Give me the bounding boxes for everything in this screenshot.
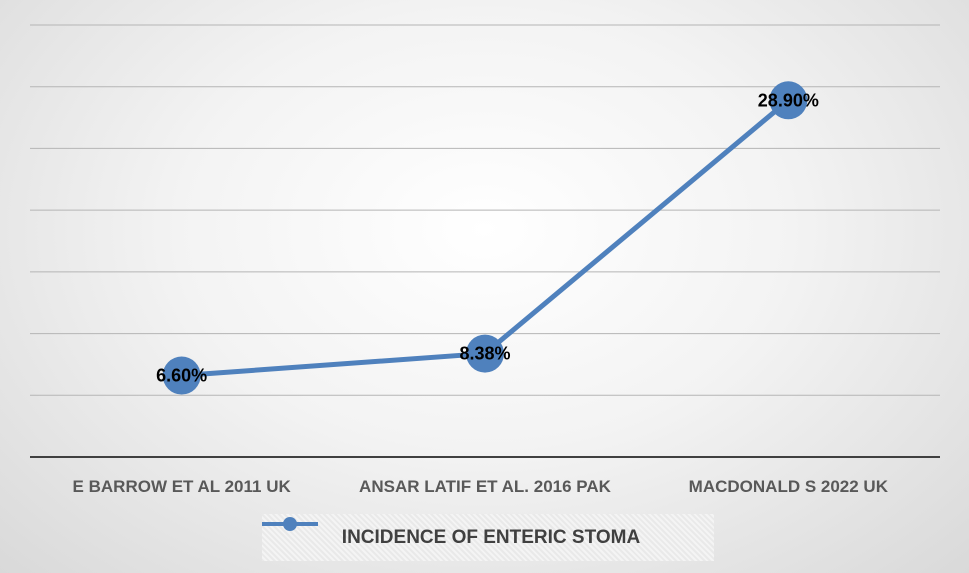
data-label: 8.38% <box>459 344 510 364</box>
data-point <box>162 356 201 395</box>
data-point <box>466 334 504 373</box>
x-tick-label: ANSAR LATIF ET AL. 2016 PAK <box>359 477 612 496</box>
x-tick-label: E BARROW ET AL 2011 UK <box>73 477 292 496</box>
legend-marker-icon <box>262 517 318 531</box>
data-label: 28.90% <box>758 90 819 110</box>
legend-label: INCIDENCE OF ENTERIC STOMA <box>341 526 641 548</box>
data-label: 6.60% <box>156 366 207 386</box>
data-point <box>769 81 808 120</box>
legend: INCIDENCE OF ENTERIC STOMA <box>262 514 714 561</box>
series-line <box>179 97 791 379</box>
x-tick-label: MACDONALD S 2022 UK <box>689 477 889 496</box>
